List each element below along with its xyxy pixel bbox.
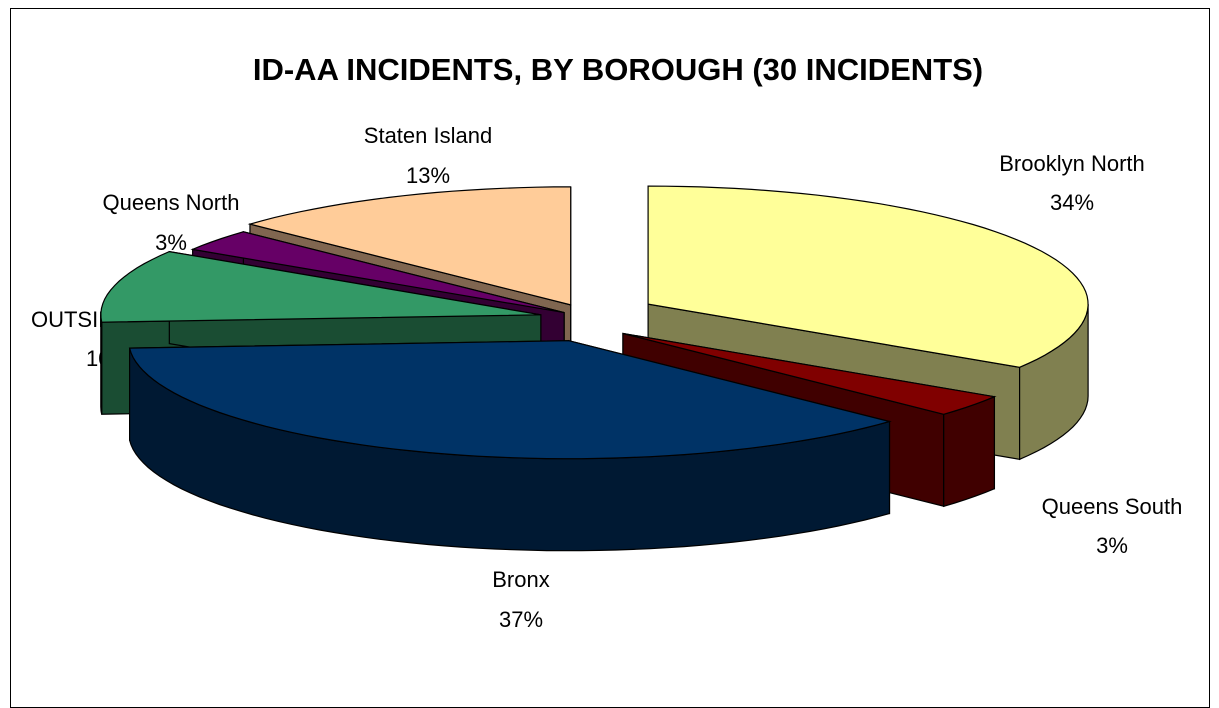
- slice-percent: 37%: [499, 607, 543, 632]
- slice-top-face: [100, 250, 541, 323]
- slice-name: Bronx: [492, 567, 549, 592]
- slice-name: Queens South: [1042, 494, 1183, 519]
- slice-percent: 13%: [406, 163, 450, 188]
- slice-label-bronx: Bronx 37%: [492, 567, 549, 632]
- slice-label-queens-north: Queens North 3%: [103, 190, 240, 255]
- slice-top-face: [647, 185, 1089, 368]
- pie-slices: [100, 185, 1089, 552]
- slice-percent: 34%: [1050, 190, 1094, 215]
- slice-top-face: [622, 332, 997, 415]
- slice-label-staten-island: Staten Island 13%: [364, 123, 492, 188]
- slice-top-face: [128, 340, 892, 460]
- slice-top-face: [247, 186, 572, 306]
- slice-name: Brooklyn North: [999, 151, 1145, 176]
- slice-label-queens-south: Queens South 3%: [1042, 494, 1183, 558]
- slice-label-brooklyn-north: Brooklyn North 34%: [999, 151, 1145, 215]
- slice-name: Queens North: [103, 190, 240, 215]
- slice-percent: 3%: [1096, 533, 1128, 558]
- slice-name: Staten Island: [364, 123, 492, 148]
- slice-outer-wall: [943, 395, 995, 508]
- slice-top-face: [190, 231, 565, 314]
- pie-chart: ID-AA INCIDENTS, BY BOROUGH (30 INCIDENT…: [31, 52, 1183, 632]
- pie-slice-bronx: [128, 339, 892, 552]
- slice-outer-wall: [100, 314, 103, 415]
- slice-percent: 3%: [155, 230, 187, 255]
- chart-title: ID-AA INCIDENTS, BY BOROUGH (30 INCIDENT…: [253, 52, 983, 87]
